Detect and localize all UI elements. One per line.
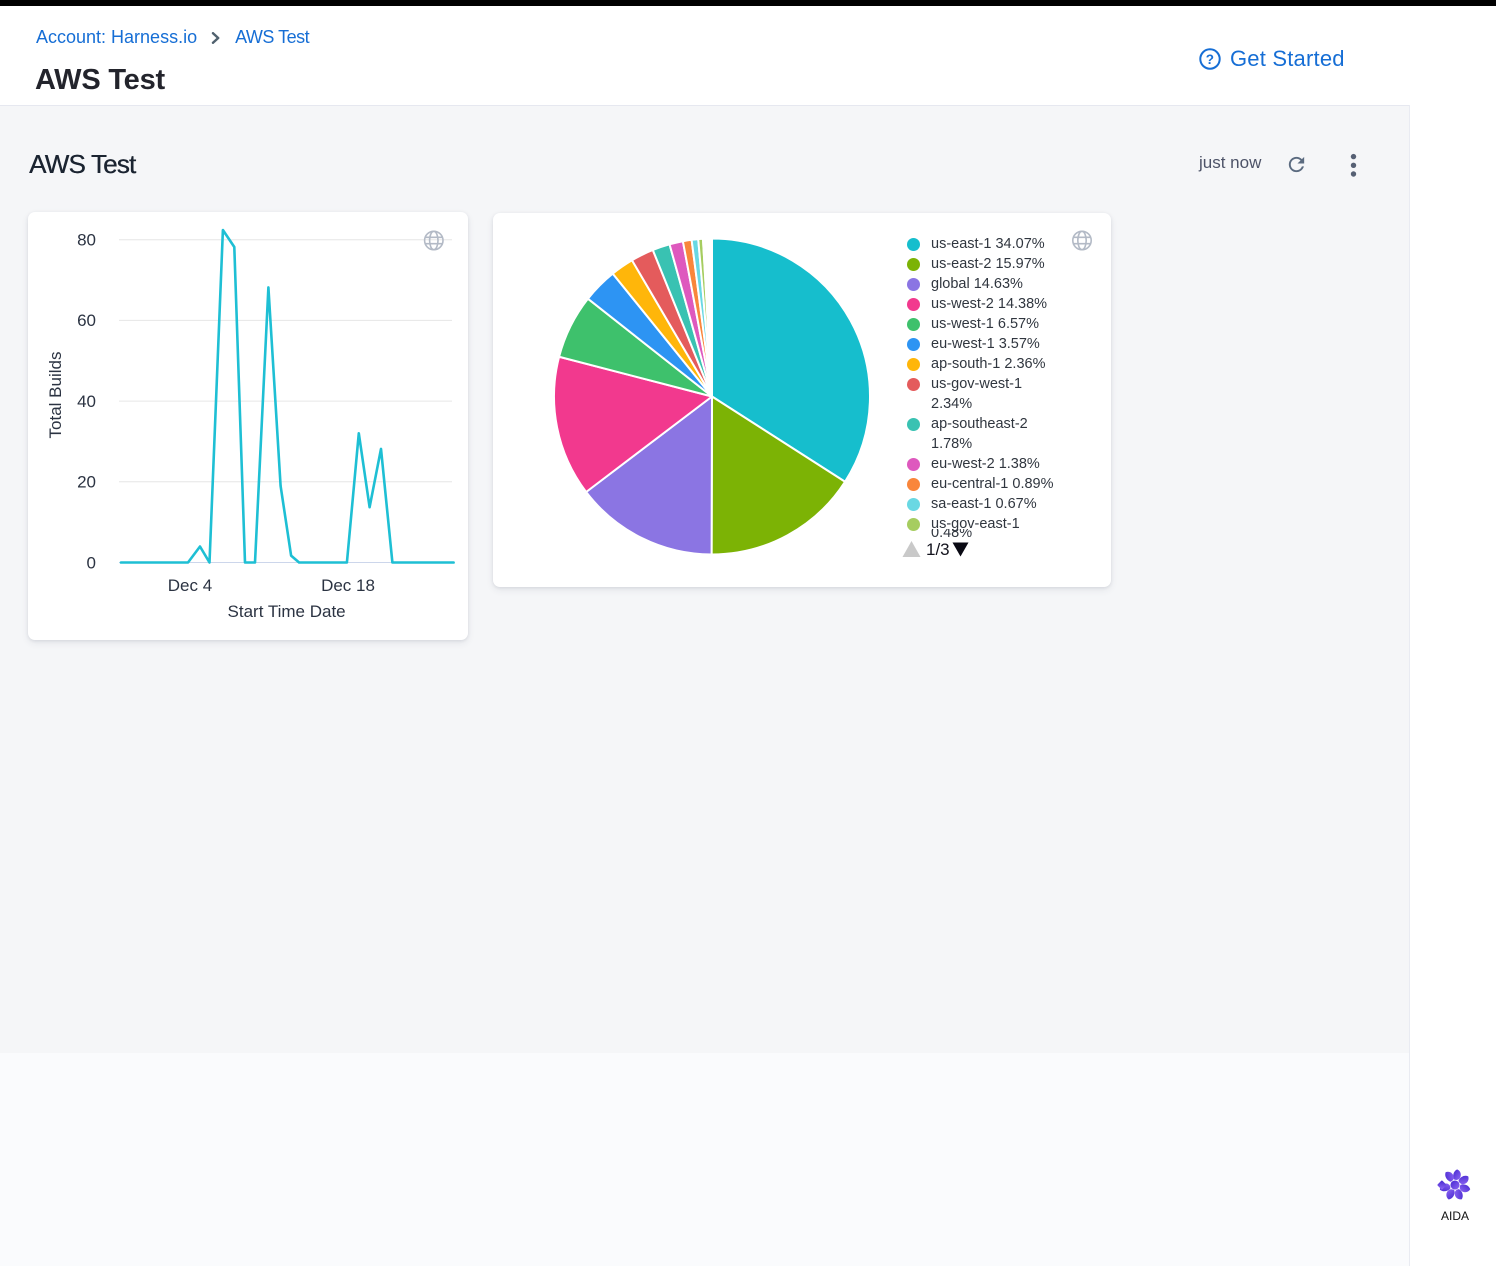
svg-text:?: ? xyxy=(1206,52,1214,67)
svg-text:80: 80 xyxy=(77,231,96,250)
svg-text:Start Time Date: Start Time Date xyxy=(228,602,346,621)
svg-text:40: 40 xyxy=(77,392,96,411)
svg-text:20: 20 xyxy=(77,473,96,492)
svg-text:Dec 4: Dec 4 xyxy=(168,576,212,595)
svg-text:Dec 18: Dec 18 xyxy=(321,576,375,595)
svg-text:60: 60 xyxy=(77,311,96,330)
svg-text:0: 0 xyxy=(87,553,96,572)
svg-text:Total Builds: Total Builds xyxy=(46,352,65,439)
